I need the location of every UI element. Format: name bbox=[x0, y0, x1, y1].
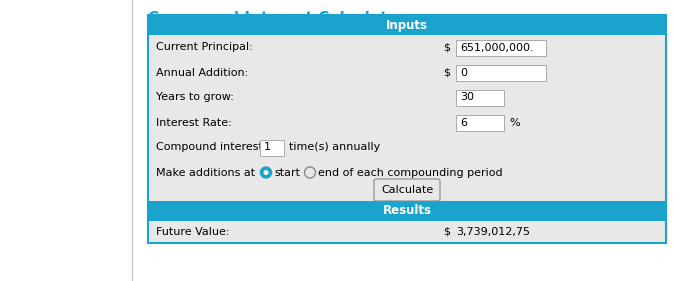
FancyBboxPatch shape bbox=[456, 40, 546, 56]
Text: Results: Results bbox=[383, 205, 432, 217]
FancyBboxPatch shape bbox=[456, 90, 504, 105]
Circle shape bbox=[304, 167, 316, 178]
FancyBboxPatch shape bbox=[148, 201, 666, 221]
Text: Compound Interest Calculator: Compound Interest Calculator bbox=[148, 11, 405, 26]
FancyBboxPatch shape bbox=[260, 139, 284, 155]
Text: $: $ bbox=[443, 227, 450, 237]
Text: 3,739,012,75: 3,739,012,75 bbox=[456, 227, 530, 237]
FancyBboxPatch shape bbox=[148, 15, 666, 35]
Text: Inputs: Inputs bbox=[386, 19, 428, 31]
Text: Compound interest: Compound interest bbox=[156, 142, 263, 153]
Text: Current Principal:: Current Principal: bbox=[156, 42, 253, 53]
Text: Make additions at: Make additions at bbox=[156, 167, 255, 178]
Text: 30: 30 bbox=[460, 92, 474, 103]
FancyBboxPatch shape bbox=[456, 114, 504, 130]
Text: 6: 6 bbox=[460, 117, 467, 128]
Text: 0: 0 bbox=[460, 67, 467, 78]
Text: 1: 1 bbox=[264, 142, 271, 153]
Text: Years to grow:: Years to grow: bbox=[156, 92, 234, 103]
Text: Annual Addition:: Annual Addition: bbox=[156, 67, 248, 78]
Text: $: $ bbox=[443, 42, 450, 53]
Text: %: % bbox=[509, 117, 520, 128]
FancyBboxPatch shape bbox=[148, 15, 666, 243]
Text: Future Value:: Future Value: bbox=[156, 227, 230, 237]
Text: time(s) annually: time(s) annually bbox=[289, 142, 381, 153]
Text: 651,000,000.: 651,000,000. bbox=[460, 42, 533, 53]
FancyBboxPatch shape bbox=[456, 65, 546, 80]
Text: Calculate: Calculate bbox=[381, 185, 433, 195]
FancyBboxPatch shape bbox=[374, 179, 440, 201]
Circle shape bbox=[263, 170, 269, 175]
FancyBboxPatch shape bbox=[0, 0, 132, 281]
Text: $: $ bbox=[443, 67, 450, 78]
Text: start: start bbox=[274, 167, 300, 178]
Circle shape bbox=[261, 167, 271, 178]
Text: Interest Rate:: Interest Rate: bbox=[156, 117, 232, 128]
Text: end of each compounding period: end of each compounding period bbox=[318, 167, 503, 178]
